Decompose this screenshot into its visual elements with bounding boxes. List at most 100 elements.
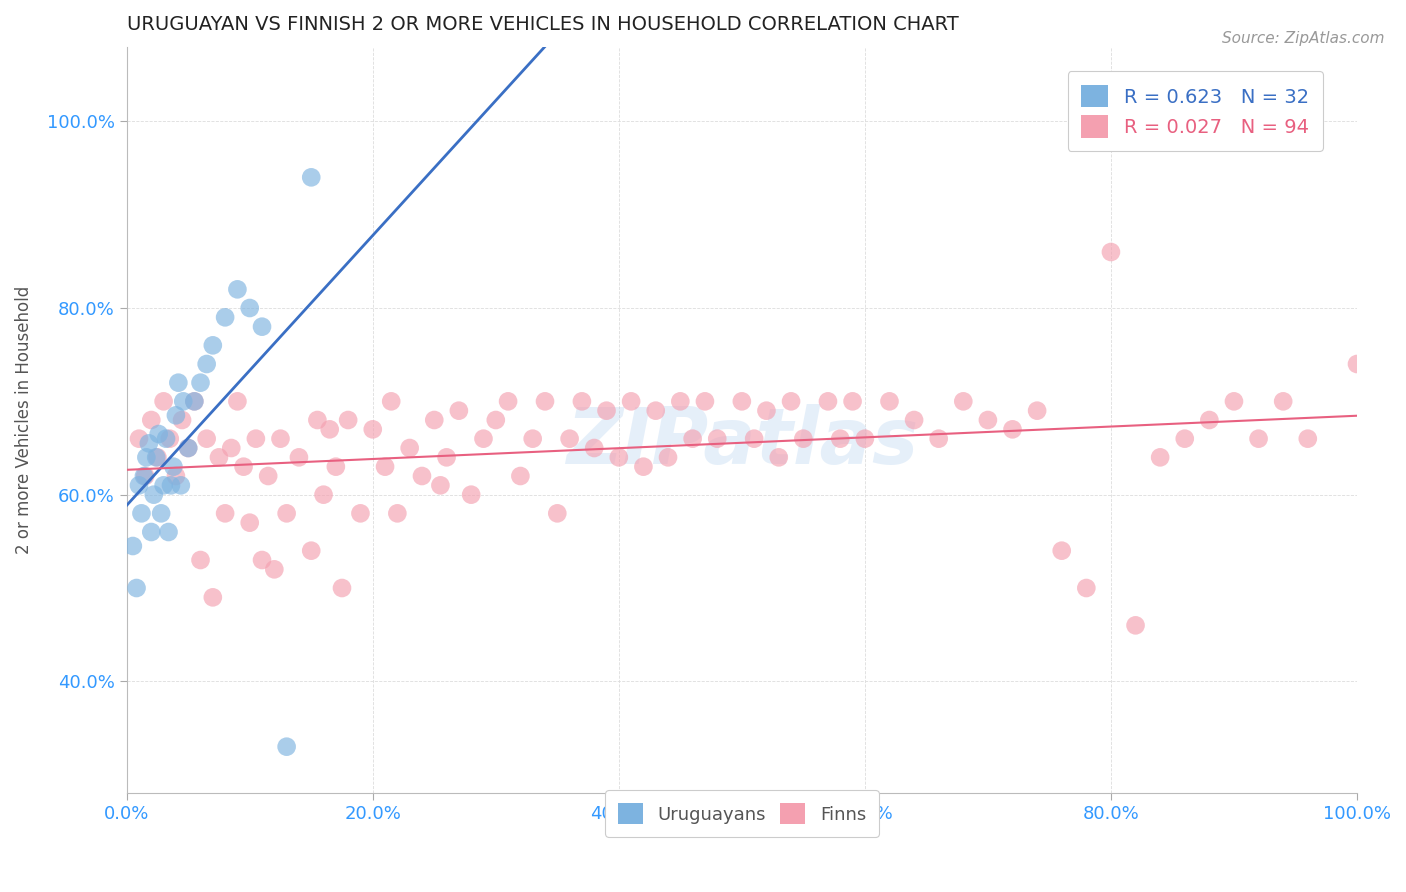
- Point: [387, 506, 409, 520]
- Point: [183, 394, 205, 409]
- Point: [219, 441, 242, 455]
- Y-axis label: 2 or more Vehicles in Household: 2 or more Vehicles in Household: [15, 285, 32, 554]
- Point: [558, 432, 581, 446]
- Point: [165, 469, 187, 483]
- Point: [134, 469, 156, 483]
- Point: [595, 403, 617, 417]
- Point: [177, 441, 200, 455]
- Point: [768, 450, 790, 465]
- Point: [496, 394, 519, 409]
- Point: [146, 450, 169, 465]
- Point: [644, 403, 666, 417]
- Point: [125, 581, 148, 595]
- Point: [157, 524, 180, 539]
- Point: [276, 739, 298, 754]
- Point: [1198, 413, 1220, 427]
- Point: [841, 394, 863, 409]
- Point: [633, 459, 655, 474]
- Point: [330, 581, 353, 595]
- Point: [436, 450, 458, 465]
- Text: Source: ZipAtlas.com: Source: ZipAtlas.com: [1222, 31, 1385, 46]
- Legend: Uruguayans, Finns: Uruguayans, Finns: [605, 790, 879, 837]
- Point: [928, 432, 950, 446]
- Point: [190, 376, 212, 390]
- Point: [131, 506, 153, 520]
- Point: [250, 553, 273, 567]
- Point: [337, 413, 360, 427]
- Point: [1247, 432, 1270, 446]
- Point: [1076, 581, 1098, 595]
- Point: [423, 413, 446, 427]
- Point: [208, 450, 231, 465]
- Point: [167, 376, 190, 390]
- Point: [263, 562, 285, 576]
- Point: [780, 394, 803, 409]
- Point: [682, 432, 704, 446]
- Point: [1026, 403, 1049, 417]
- Point: [546, 506, 568, 520]
- Point: [509, 469, 531, 483]
- Point: [485, 413, 508, 427]
- Point: [792, 432, 814, 446]
- Point: [583, 441, 606, 455]
- Point: [201, 591, 224, 605]
- Point: [742, 432, 765, 446]
- Point: [214, 506, 236, 520]
- Point: [177, 441, 200, 455]
- Point: [460, 488, 482, 502]
- Point: [607, 450, 630, 465]
- Point: [239, 516, 262, 530]
- Point: [183, 394, 205, 409]
- Point: [879, 394, 901, 409]
- Point: [288, 450, 311, 465]
- Point: [128, 432, 150, 446]
- Point: [121, 539, 143, 553]
- Point: [152, 478, 174, 492]
- Point: [141, 413, 163, 427]
- Point: [830, 432, 852, 446]
- Text: URUGUAYAN VS FINNISH 2 OR MORE VEHICLES IN HOUSEHOLD CORRELATION CHART: URUGUAYAN VS FINNISH 2 OR MORE VEHICLES …: [127, 15, 959, 34]
- Point: [226, 282, 249, 296]
- Point: [706, 432, 728, 446]
- Point: [853, 432, 876, 446]
- Point: [162, 459, 184, 474]
- Point: [276, 506, 298, 520]
- Point: [135, 450, 157, 465]
- Point: [132, 469, 155, 483]
- Point: [571, 394, 593, 409]
- Point: [669, 394, 692, 409]
- Point: [903, 413, 925, 427]
- Point: [141, 524, 163, 539]
- Point: [620, 394, 643, 409]
- Point: [657, 450, 679, 465]
- Point: [349, 506, 371, 520]
- Point: [1223, 394, 1246, 409]
- Point: [170, 413, 193, 427]
- Point: [299, 543, 322, 558]
- Point: [299, 170, 322, 185]
- Point: [160, 478, 183, 492]
- Point: [1050, 543, 1073, 558]
- Point: [257, 469, 280, 483]
- Point: [150, 506, 173, 520]
- Point: [245, 432, 267, 446]
- Point: [1296, 432, 1319, 446]
- Point: [1001, 422, 1024, 436]
- Point: [361, 422, 384, 436]
- Point: [1099, 245, 1122, 260]
- Point: [232, 459, 254, 474]
- Point: [1272, 394, 1295, 409]
- Point: [693, 394, 716, 409]
- Point: [534, 394, 557, 409]
- Point: [159, 432, 181, 446]
- Point: [411, 469, 433, 483]
- Point: [201, 338, 224, 352]
- Point: [307, 413, 329, 427]
- Point: [429, 478, 451, 492]
- Point: [1149, 450, 1171, 465]
- Point: [138, 436, 160, 450]
- Point: [472, 432, 495, 446]
- Point: [318, 422, 340, 436]
- Point: [165, 409, 187, 423]
- Point: [128, 478, 150, 492]
